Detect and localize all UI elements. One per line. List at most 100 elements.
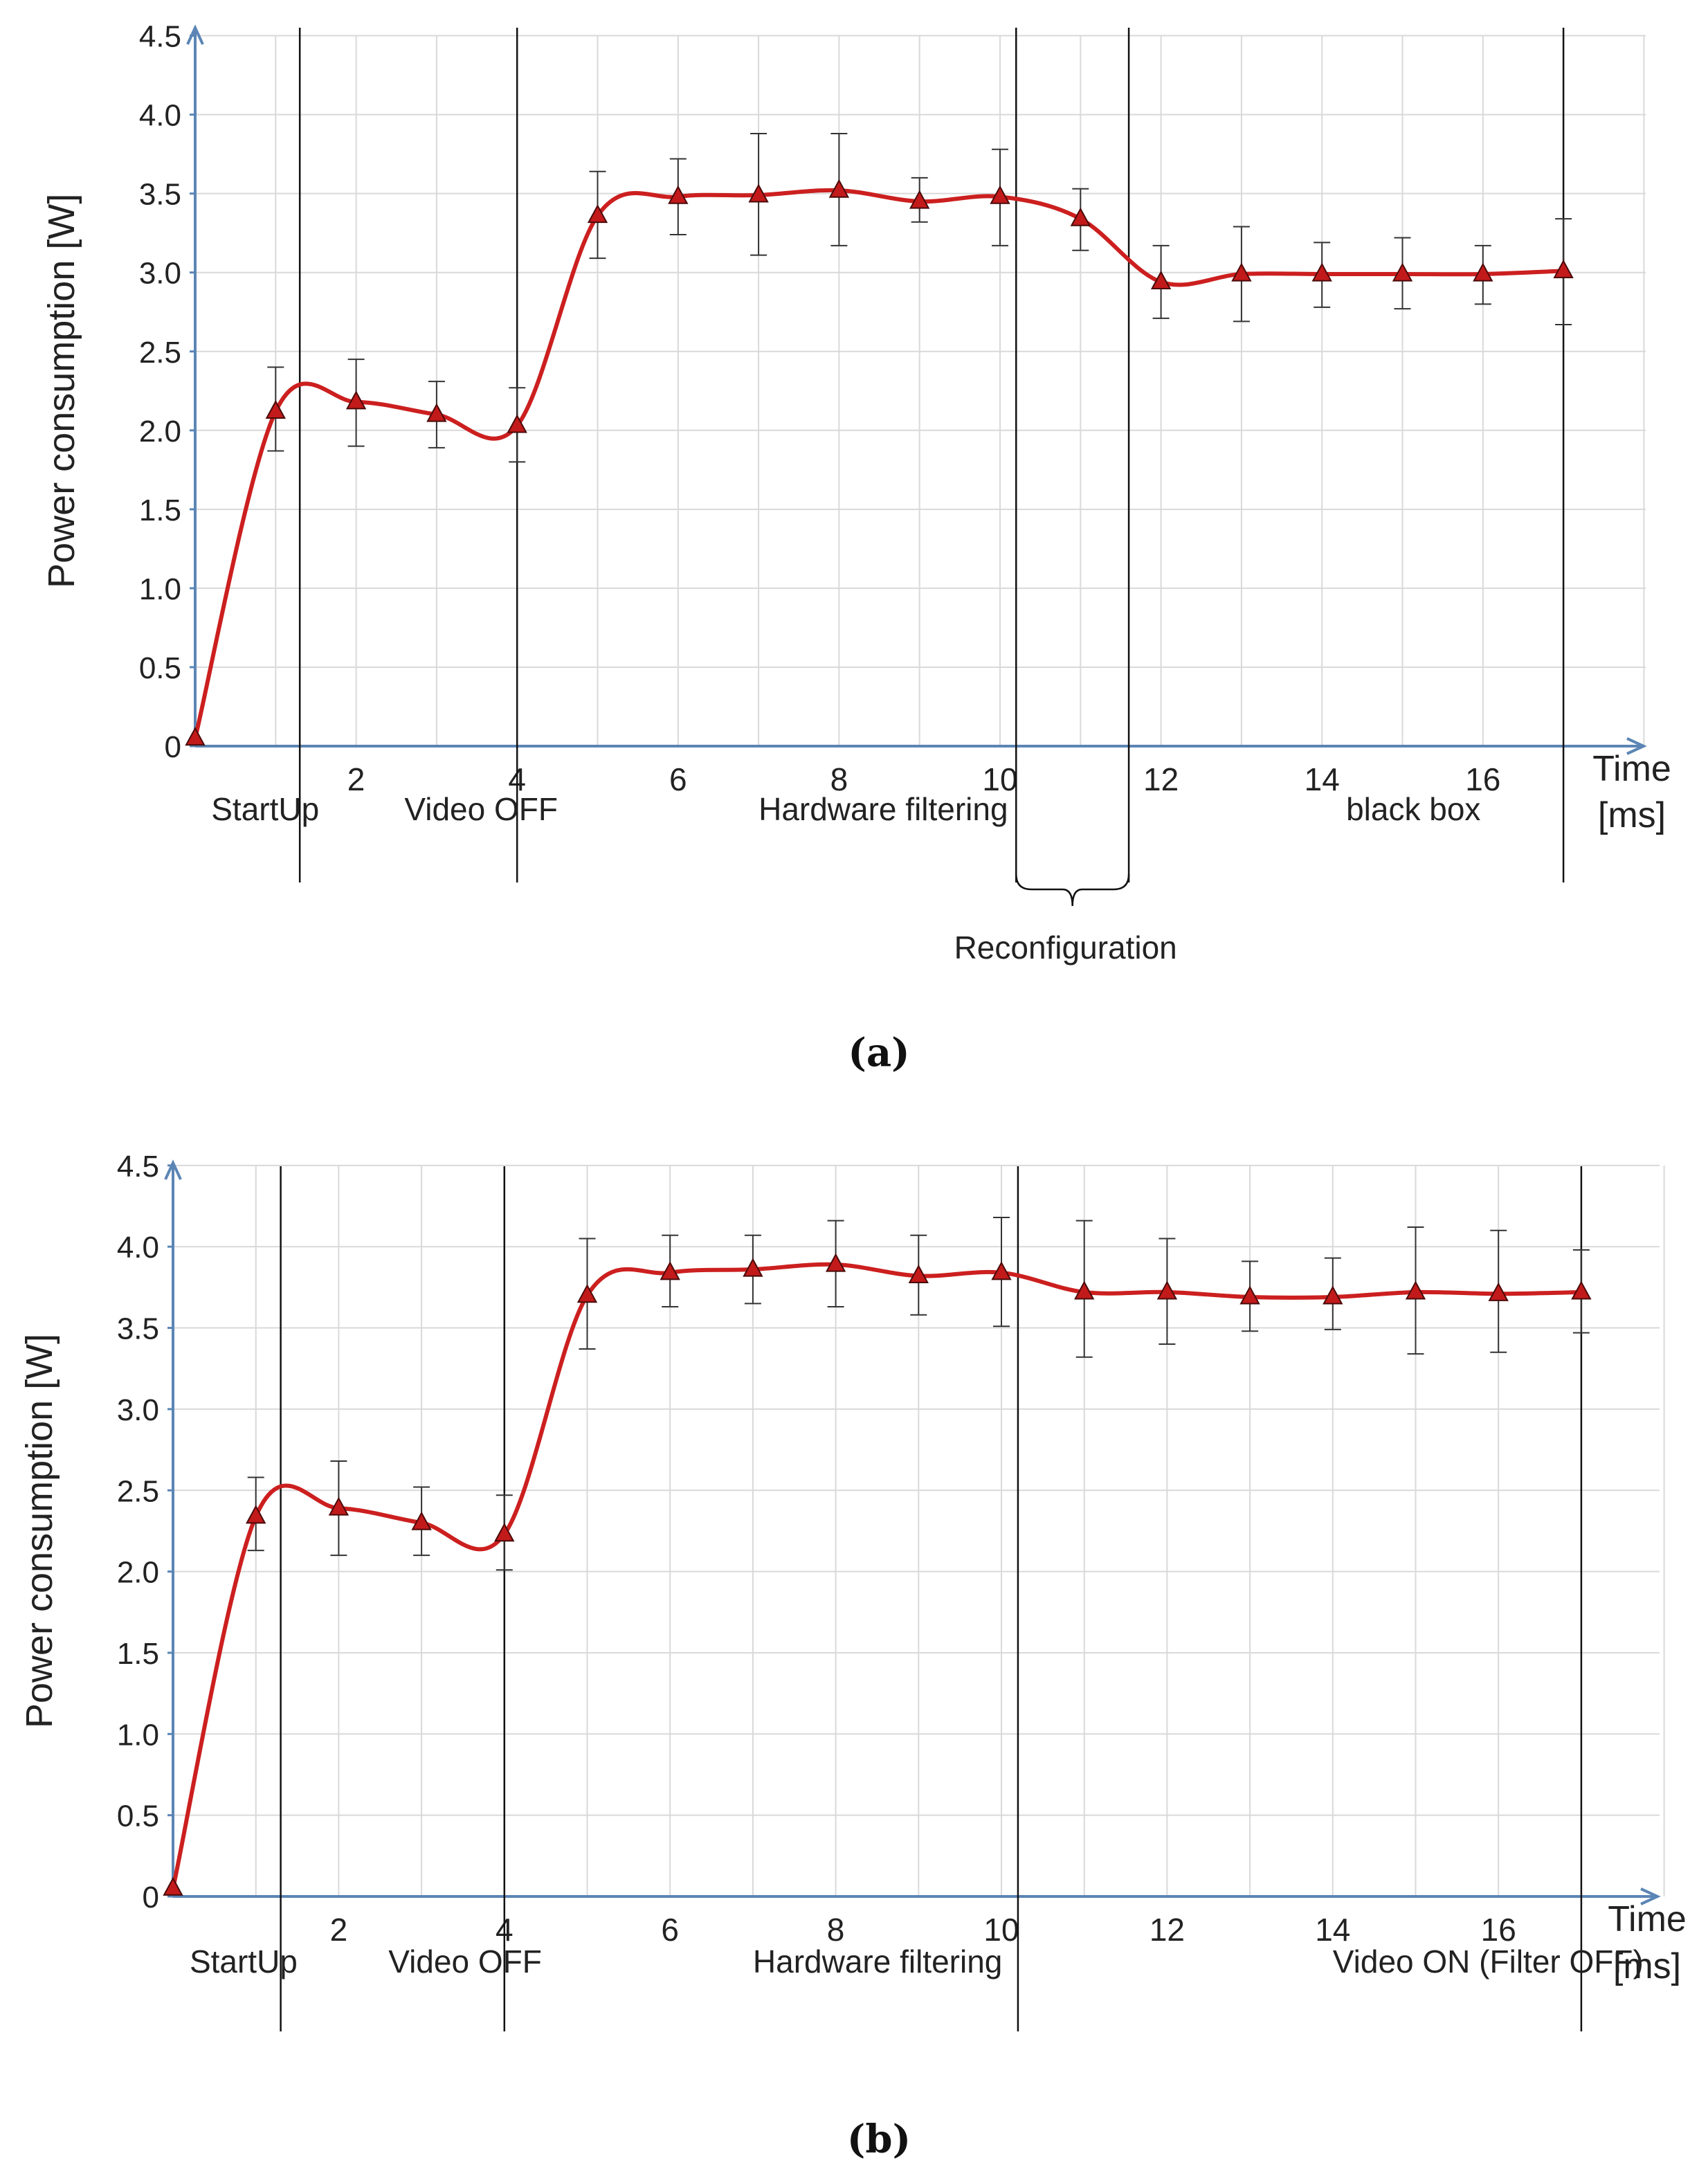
x-axis-label-unit: [ms] [1613, 1946, 1681, 1986]
y-axis-label: Power consumption [W] [41, 194, 82, 588]
reconfiguration-label: Reconfiguration [954, 930, 1177, 966]
y-tick-label: 3.5 [117, 1312, 159, 1346]
y-axis-label: Power consumption [W] [19, 1334, 60, 1728]
data-point-marker [1323, 1285, 1343, 1305]
x-tick-labels: 2 4 6 8 10 12 14 16 [347, 761, 1501, 797]
data-point-marker [265, 399, 286, 419]
data-point-marker [426, 403, 447, 422]
axes [164, 1159, 1661, 1905]
x-axis-label-time: Time [1608, 1899, 1687, 1939]
x-axis-arrow-icon [1640, 1887, 1661, 1905]
y-tick-label: 2.0 [139, 415, 181, 449]
x-axis-label-time: Time [1592, 749, 1671, 789]
phase-labels: StartUp Video OFF Hardware filtering black … [211, 791, 1480, 827]
phase-label: black box [1346, 791, 1480, 827]
data-point-marker [1553, 259, 1574, 279]
data-point-marker [587, 204, 608, 224]
x-tick-label: 12 [1143, 761, 1179, 797]
phase-boundaries [280, 1166, 1583, 2031]
data-point-marker [660, 1261, 680, 1280]
phase-labels: StartUp Video OFF Hardware filtering Video … [190, 1944, 1644, 1980]
y-tick-label: 0 [143, 1881, 159, 1914]
data-point-marker [743, 1258, 763, 1277]
figure-caption: (a) [848, 1030, 909, 1076]
data-point-marker [494, 1523, 515, 1542]
data-point-marker [909, 190, 930, 209]
y-axis-arrow-icon [186, 24, 204, 45]
data-point-marker [328, 1496, 349, 1516]
y-tick-label: 2.5 [117, 1474, 159, 1508]
series-power [185, 132, 1574, 746]
y-tick-label: 2.5 [139, 336, 181, 370]
phase-label: StartUp [190, 1944, 298, 1980]
y-tick-label: 1.0 [139, 572, 181, 606]
data-point-marker [345, 390, 367, 410]
x-tick-label: 2 [330, 1912, 348, 1948]
y-tick-label: 0.5 [117, 1800, 159, 1833]
y-tick-label: 0.5 [139, 651, 181, 685]
x-tick-label: 6 [661, 1912, 679, 1948]
y-tick-label: 4.0 [117, 1231, 159, 1265]
y-tick-label: 1.0 [117, 1718, 159, 1752]
phase-label: Video ON (Filter OFF) [1333, 1944, 1644, 1980]
phase-label: Hardware filtering [758, 791, 1008, 827]
data-point-marker [668, 185, 689, 204]
grid-lines [195, 35, 1646, 746]
y-axis-arrow-icon [164, 1159, 182, 1180]
data-point-marker [748, 183, 769, 203]
x-tick-label: 8 [830, 761, 848, 797]
phase-label: StartUp [211, 791, 319, 827]
data-point-marker [1231, 262, 1252, 282]
chart-b: 00.51.01.52.02.53.03.54.04.52 4 6 8 10 12 14 16… [19, 1150, 1687, 2162]
chart-a: 00.51.01.52.02.53.03.54.04.52 4 6 8 10 12 14 16… [41, 20, 1671, 1076]
y-tick-label: 2.0 [117, 1556, 159, 1590]
data-point-marker [1074, 1280, 1095, 1300]
data-point-marker [1571, 1280, 1592, 1300]
x-tick-label: 6 [669, 761, 687, 797]
data-point-marker [507, 414, 527, 433]
x-tick-label: 16 [1481, 1912, 1516, 1948]
data-point-marker [1150, 270, 1172, 289]
phase-boundaries [298, 28, 1565, 882]
data-point-marker [1311, 262, 1332, 282]
x-tick-label: 8 [827, 1912, 845, 1948]
y-tick-label: 3.5 [139, 178, 181, 212]
data-point-marker [991, 1261, 1012, 1280]
series-power [163, 1216, 1592, 1896]
data-point-marker [246, 1505, 266, 1524]
data-point-marker [1070, 207, 1091, 226]
y-tick-labels: 0 0.5 1.0 1.5 2.0 2.5 3.0 3.5 4.0 4.5 [139, 20, 195, 764]
data-point-marker [163, 1876, 183, 1896]
phase-label: Video OFF [404, 791, 558, 827]
y-tick-label: 1.5 [139, 493, 181, 527]
data-point-marker [825, 1253, 846, 1272]
data-point-marker [1239, 1285, 1260, 1305]
y-tick-label: 4.5 [117, 1150, 159, 1184]
y-tick-label: 4.0 [139, 99, 181, 133]
series-line [171, 1262, 1581, 1889]
data-point-marker [828, 179, 850, 198]
data-point-marker [908, 1264, 929, 1284]
figure-caption: (b) [847, 2117, 911, 2162]
x-tick-label: 14 [1305, 761, 1340, 797]
phase-label: Video OFF [388, 1944, 542, 1980]
x-tick-label: 10 [982, 761, 1017, 797]
x-tick-label: 12 [1150, 1912, 1185, 1948]
y-tick-label: 3.0 [117, 1393, 159, 1427]
y-tick-label: 3.0 [139, 257, 181, 291]
data-point-marker [990, 185, 1010, 204]
data-point-marker [185, 727, 206, 746]
x-tick-label: 2 [347, 761, 365, 797]
x-tick-label: 10 [983, 1912, 1019, 1948]
x-axis-arrow-icon [1626, 737, 1647, 755]
reconfiguration-bracket [1015, 873, 1130, 907]
data-point-marker [1473, 262, 1493, 282]
x-axis-label-unit: [ms] [1598, 795, 1666, 835]
phase-label: Hardware filtering [753, 1944, 1002, 1980]
y-tick-label: 1.5 [117, 1637, 159, 1671]
data-point-marker [576, 1284, 598, 1303]
x-tick-labels: 2 4 6 8 10 12 14 16 [330, 1912, 1516, 1948]
y-tick-label: 0 [165, 730, 181, 764]
x-tick-label: 14 [1315, 1912, 1350, 1948]
x-tick-label: 16 [1465, 761, 1500, 797]
